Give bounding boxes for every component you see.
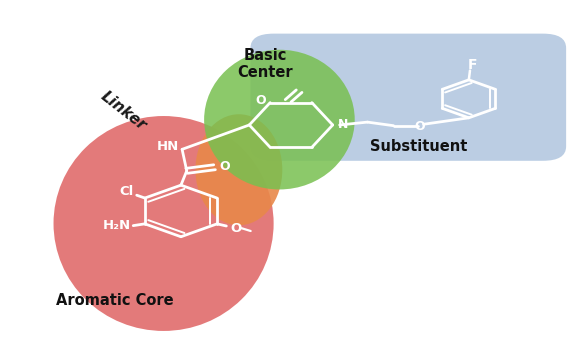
Ellipse shape [204,50,354,190]
Ellipse shape [54,116,274,331]
Text: Substituent: Substituent [370,139,467,154]
Text: Aromatic Core: Aromatic Core [55,293,173,308]
Text: Cl: Cl [119,185,133,198]
Text: N: N [338,118,348,131]
Text: HN: HN [157,140,179,153]
Text: Basic
Center: Basic Center [237,48,293,80]
Text: F: F [467,58,477,72]
Text: Linker: Linker [97,88,148,133]
Ellipse shape [196,114,282,225]
Text: O: O [219,160,230,173]
Text: O: O [255,94,266,107]
Text: O: O [230,222,241,235]
Text: O: O [415,120,425,133]
FancyBboxPatch shape [250,34,566,161]
Text: H₂N: H₂N [103,219,131,232]
